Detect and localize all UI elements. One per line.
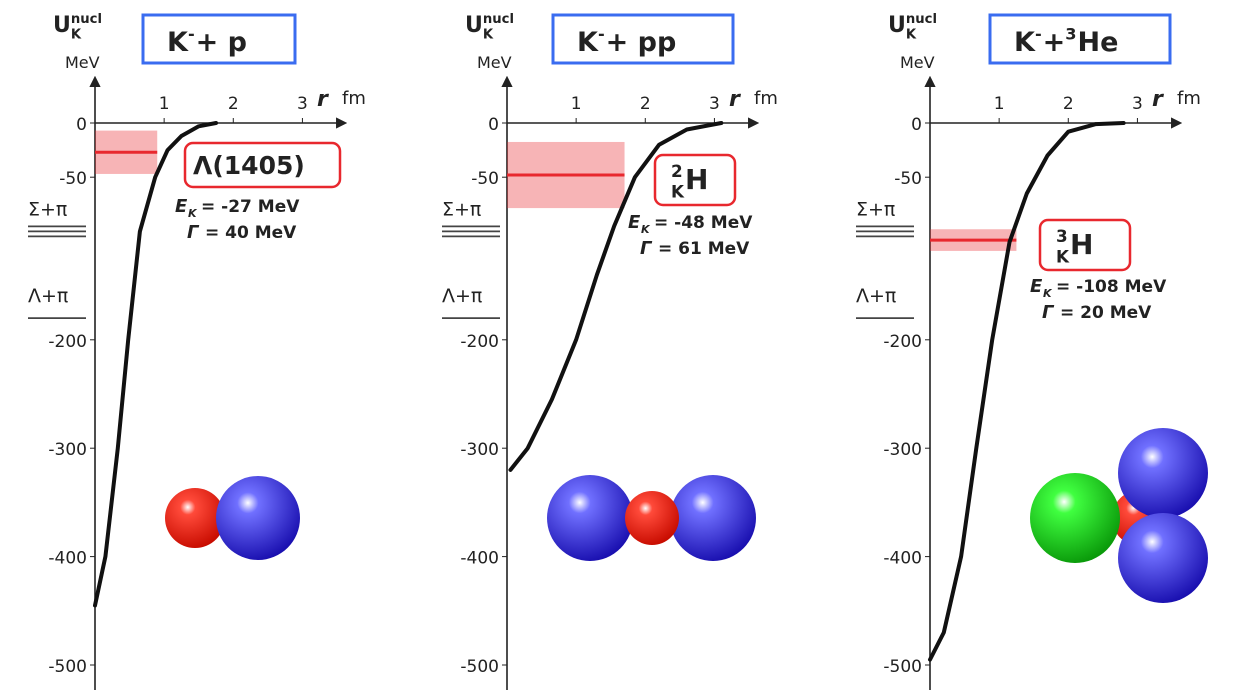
width-symbol: Γ <box>1042 302 1055 323</box>
threshold-label: Λ+π <box>856 285 896 307</box>
energy-sub: K <box>188 207 198 220</box>
state-label: K <box>671 181 685 201</box>
y-axis-unit: MeV <box>900 53 935 72</box>
y-tick-label: -500 <box>48 657 87 677</box>
y-tick-label: -300 <box>460 440 499 460</box>
y-axis-label: U <box>888 13 906 38</box>
y-tick-label: 0 <box>911 115 922 135</box>
x-tick-label: 1 <box>571 94 582 114</box>
x-tick-label: 3 <box>1132 94 1143 114</box>
energy-symbol: E <box>628 212 641 233</box>
state-label: H <box>685 163 708 196</box>
x-tick-label: 2 <box>1063 94 1074 114</box>
x-tick-label: 2 <box>640 94 651 114</box>
y-tick-label: 0 <box>76 115 87 135</box>
y-tick-label: -300 <box>48 440 87 460</box>
x-axis-label: r <box>1152 87 1164 112</box>
y-tick-label: -300 <box>883 440 922 460</box>
y-tick-label: -400 <box>48 549 87 569</box>
width-symbol: Γ <box>640 238 653 259</box>
width-symbol: Γ <box>187 222 200 243</box>
nucleon <box>1118 428 1208 518</box>
figure: 0-50-200-300-400-500123UnuclKMeVrfmK-+ p… <box>0 0 1239 695</box>
chart-title: He <box>1078 27 1119 58</box>
x-axis-label: r <box>317 87 329 112</box>
nucleon <box>216 476 300 560</box>
width-value: = 61 MeV <box>658 239 750 259</box>
y-axis-label: U <box>53 13 71 38</box>
y-tick-label: -200 <box>460 332 499 352</box>
energy-value: = -108 MeV <box>1056 277 1167 297</box>
chart-title: - <box>188 25 195 44</box>
nucleon <box>670 475 756 561</box>
potential-curve <box>930 123 1124 660</box>
y-axis-label: K <box>71 28 82 43</box>
x-axis-unit: fm <box>1177 88 1201 109</box>
energy-symbol: E <box>1030 276 1043 297</box>
chart-title: K <box>577 27 599 58</box>
energy-sub: K <box>1043 287 1053 300</box>
y-tick-label: -500 <box>460 657 499 677</box>
y-axis-label: K <box>906 28 917 43</box>
energy-sub: K <box>641 223 651 236</box>
chart-title: K <box>167 27 189 58</box>
chart-title: + <box>1043 27 1066 58</box>
nucleon <box>547 475 633 561</box>
y-axis-label: nucl <box>483 12 514 27</box>
threshold-label: Λ+π <box>442 285 482 307</box>
x-tick-label: 2 <box>228 94 239 114</box>
y-axis-unit: MeV <box>65 53 100 72</box>
y-axis-label: nucl <box>906 12 937 27</box>
y-tick-label: -400 <box>883 549 922 569</box>
nucleon <box>1030 473 1120 563</box>
threshold-label: Σ+π <box>28 198 67 220</box>
y-axis-label: K <box>483 28 494 43</box>
x-tick-label: 1 <box>159 94 170 114</box>
width-value: = 20 MeV <box>1060 303 1152 323</box>
x-tick-label: 3 <box>297 94 308 114</box>
chart-title: 3 <box>1065 25 1076 44</box>
x-axis-unit: fm <box>754 88 778 109</box>
energy-value: = -27 MeV <box>201 197 300 217</box>
y-tick-label: 0 <box>488 115 499 135</box>
y-tick-label: -50 <box>59 169 87 189</box>
x-axis-label: r <box>729 87 741 112</box>
y-tick-label: -500 <box>883 657 922 677</box>
y-tick-label: -400 <box>460 549 499 569</box>
y-tick-label: -50 <box>894 169 922 189</box>
chart-title: K <box>1014 27 1036 58</box>
state-label: 2 <box>671 161 683 181</box>
nucleon <box>1118 513 1208 603</box>
chart-title: + pp <box>606 27 677 58</box>
y-axis-label: U <box>465 13 483 38</box>
state-label: 3 <box>1056 226 1068 246</box>
chart-title: + p <box>196 27 247 58</box>
state-label: Λ(1405) <box>193 151 305 180</box>
energy-value: = -48 MeV <box>654 213 753 233</box>
width-value: = 40 MeV <box>205 223 297 243</box>
energy-symbol: E <box>175 196 188 217</box>
y-tick-label: -200 <box>883 332 922 352</box>
threshold-label: Σ+π <box>442 198 481 220</box>
state-label: H <box>1070 228 1093 261</box>
state-label: K <box>1056 246 1070 266</box>
x-tick-label: 1 <box>994 94 1005 114</box>
chart-title: - <box>598 25 605 44</box>
x-tick-label: 3 <box>709 94 720 114</box>
nucleon <box>625 491 679 545</box>
x-axis-unit: fm <box>342 88 366 109</box>
y-tick-label: -50 <box>471 169 499 189</box>
y-axis-unit: MeV <box>477 53 512 72</box>
threshold-label: Σ+π <box>856 198 895 220</box>
chart-title: - <box>1035 25 1042 44</box>
y-tick-label: -200 <box>48 332 87 352</box>
threshold-label: Λ+π <box>28 285 68 307</box>
y-axis-label: nucl <box>71 12 102 27</box>
